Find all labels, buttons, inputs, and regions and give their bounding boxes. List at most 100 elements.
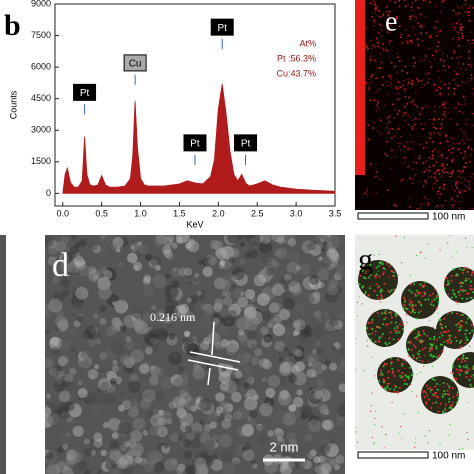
particle-dot	[439, 402, 442, 405]
tem-grain	[155, 328, 169, 341]
map-dot	[398, 25, 401, 28]
tem-grain	[301, 311, 307, 317]
map-dot	[367, 78, 370, 81]
map-dot	[420, 123, 422, 126]
map-dot	[415, 78, 418, 80]
particle-dot	[425, 401, 428, 404]
bg-dot	[366, 340, 368, 342]
tem-grain	[132, 261, 143, 271]
tem-grain	[46, 393, 51, 399]
particle-dot	[415, 289, 418, 292]
particle-dot	[368, 333, 371, 336]
bg-dot	[400, 426, 402, 428]
particle-dot	[464, 289, 467, 292]
tem-grain	[272, 261, 280, 269]
tem-grain	[99, 352, 108, 360]
particle-dot	[377, 297, 380, 300]
particle-dot	[401, 375, 404, 378]
map-dot	[404, 65, 407, 68]
tem-grain	[72, 425, 84, 437]
tem-grain	[51, 346, 61, 356]
particle-dot	[466, 267, 469, 270]
y-tick-label: 9000	[31, 0, 51, 8]
map-dot	[465, 122, 467, 125]
particle-dot	[445, 403, 448, 406]
map-dot	[456, 31, 459, 33]
tem-grain	[244, 317, 258, 331]
particle-dot	[443, 390, 446, 393]
panel-label: e	[385, 6, 397, 37]
tem-grain	[215, 262, 221, 269]
map-dot	[440, 204, 443, 207]
map-dot	[373, 19, 376, 22]
map-dot	[432, 164, 435, 167]
tem-grain	[90, 454, 102, 467]
map-dot	[419, 202, 422, 205]
tem-grain	[234, 370, 243, 379]
tem-grain	[81, 350, 91, 360]
bg-dot	[355, 338, 356, 340]
particle-dot	[413, 311, 416, 314]
map-dot	[406, 141, 409, 144]
particle-dot	[397, 359, 400, 362]
map-dot	[436, 20, 438, 23]
map-dot	[423, 203, 425, 206]
map-dot	[437, 31, 439, 33]
bg-dot	[431, 365, 434, 367]
map-dot	[398, 109, 401, 112]
map-dot	[418, 38, 421, 40]
peak-label: Pt	[190, 139, 200, 150]
tem-grain	[313, 310, 322, 319]
particle-dot	[375, 273, 378, 276]
particle-dot	[364, 277, 367, 280]
bg-dot	[391, 401, 393, 403]
particle-dot	[391, 372, 394, 375]
particle-dot	[404, 300, 407, 303]
map-dot	[413, 123, 416, 126]
particle-dot	[390, 357, 393, 360]
particle-dot	[419, 341, 422, 344]
map-dot	[423, 171, 425, 173]
map-dot	[447, 93, 450, 96]
particle-dot	[451, 366, 454, 369]
tem-grain	[237, 287, 244, 294]
panel-d	[45, 235, 345, 474]
map-dot	[375, 77, 378, 80]
map-dot	[455, 181, 457, 184]
particle-dot	[465, 297, 468, 300]
tem-grain	[323, 419, 335, 431]
map-dot	[377, 31, 380, 34]
map-dot	[445, 157, 448, 160]
particle-dot	[387, 376, 390, 379]
tem-grain	[298, 333, 308, 343]
map-dot	[435, 161, 438, 163]
particle-dot	[466, 370, 469, 373]
map-dot	[456, 73, 459, 76]
map-dot	[405, 40, 408, 43]
map-dot	[404, 96, 407, 98]
bg-dot	[434, 395, 436, 397]
tem-grain	[116, 457, 129, 470]
map-dot	[459, 55, 462, 58]
bg-dot	[418, 359, 421, 362]
particle-dot	[468, 277, 471, 280]
particle-dot	[417, 353, 420, 356]
bg-dot	[373, 441, 375, 444]
tem-grain	[130, 374, 139, 383]
map-dot	[461, 81, 464, 84]
particle-dot	[395, 385, 398, 388]
map-dot	[457, 148, 460, 151]
map-dot	[440, 58, 443, 61]
map-dot	[457, 62, 460, 65]
bg-dot	[449, 288, 451, 291]
tem-grain	[150, 304, 157, 311]
tem-grain	[241, 423, 255, 437]
bg-dot	[378, 315, 380, 317]
tem-grain	[56, 309, 64, 317]
peak-label: Pt	[241, 139, 251, 150]
tem-grain	[46, 451, 54, 460]
particle-dot	[450, 379, 453, 382]
particle-dot	[455, 339, 458, 342]
tem-grain	[187, 240, 200, 253]
map-dot	[416, 6, 419, 9]
